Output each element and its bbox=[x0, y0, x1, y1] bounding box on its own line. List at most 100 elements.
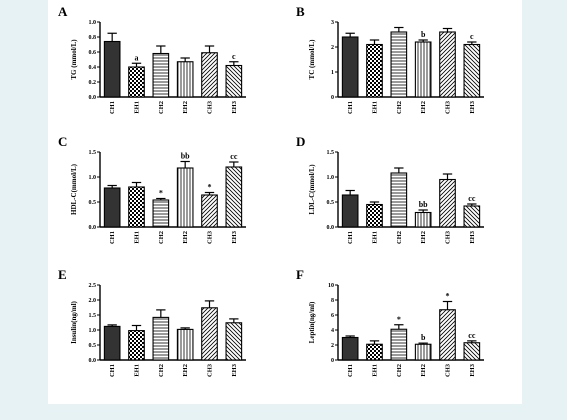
panel-c: C HDL-C(mmol/L) 0.0 0.5 1.0 1.5 CH1 EH1 * CH2 bb EH… bbox=[58, 134, 246, 244]
panel-letter: D bbox=[296, 134, 305, 149]
bar-ch3 bbox=[439, 178, 456, 228]
panel-d: D LDL-C(mmol/L) 0.0 0.5 1.0 1.5 CH1 EH1 CH2 bb EH2… bbox=[296, 134, 484, 244]
category-label: EH3 bbox=[469, 230, 476, 243]
category-label: CH3 bbox=[207, 363, 214, 377]
y-tick-label: 1.5 bbox=[89, 313, 97, 319]
category-label: CH2 bbox=[158, 101, 165, 114]
panel-letter: F bbox=[296, 267, 304, 282]
category-label: CH1 bbox=[109, 364, 116, 377]
bar-ch1 bbox=[103, 40, 121, 98]
bar-ch1 bbox=[103, 187, 121, 228]
bar-ch1 bbox=[103, 325, 121, 361]
category-label: EH3 bbox=[231, 363, 238, 376]
panel-e: E Insulin(ng/ml) 0.0 0.5 1.0 1.5 2.0 2.5 CH1 EH1 C… bbox=[58, 267, 246, 377]
y-tick-label: 10 bbox=[328, 283, 334, 289]
y-axis-label: Leptin(ng/ml) bbox=[308, 301, 316, 343]
category-label: CH1 bbox=[347, 101, 354, 114]
bar-eh1 bbox=[128, 330, 145, 361]
y-tick-label: 3 bbox=[331, 20, 334, 26]
y-tick-label: 2 bbox=[331, 45, 334, 51]
panel-b: B TC (mmol/L) 0 1 2 3 CH1 EH1 CH2 b EH2 CH3 c EH3 bbox=[296, 4, 484, 114]
category-label: CH1 bbox=[347, 364, 354, 377]
y-tick-label: 1 bbox=[331, 70, 334, 76]
category-label: CH3 bbox=[207, 100, 214, 114]
y-axis-label: HDL-C(mmol/L) bbox=[70, 163, 78, 215]
significance-label: * bbox=[397, 315, 401, 324]
bar-ch1 bbox=[341, 36, 359, 98]
y-tick-label: 1.0 bbox=[89, 328, 97, 334]
y-tick-label: 0 bbox=[331, 95, 334, 101]
bar-eh2 bbox=[176, 167, 194, 228]
category-label: EH2 bbox=[182, 101, 189, 114]
bar-ch3 bbox=[201, 194, 218, 228]
significance-label: c bbox=[232, 52, 236, 61]
bar-eh1 bbox=[366, 343, 383, 361]
significance-label: b bbox=[421, 333, 426, 342]
category-label: CH3 bbox=[445, 100, 452, 114]
category-label: EH3 bbox=[231, 100, 238, 113]
category-label: EH1 bbox=[134, 231, 141, 244]
bar-ch3 bbox=[439, 309, 456, 361]
bar-ch2 bbox=[152, 52, 170, 98]
y-axis-label: TC (mmol/L) bbox=[308, 39, 316, 80]
bar-eh1 bbox=[128, 66, 145, 98]
bar-ch2 bbox=[390, 172, 408, 228]
significance-label: b bbox=[421, 30, 426, 39]
bar-ch3 bbox=[439, 31, 456, 98]
bar-eh1 bbox=[366, 43, 383, 98]
bar-eh3 bbox=[225, 64, 243, 98]
category-label: CH2 bbox=[396, 101, 403, 114]
significance-label: c bbox=[470, 32, 474, 41]
y-tick-label: 2 bbox=[331, 343, 334, 349]
category-label: CH2 bbox=[158, 364, 165, 377]
category-label: EH1 bbox=[372, 101, 379, 114]
bar-eh3 bbox=[463, 43, 481, 98]
y-axis-label: TG (mmol/L) bbox=[70, 39, 78, 80]
bar-eh2 bbox=[176, 61, 194, 98]
bar-ch3 bbox=[201, 307, 218, 361]
y-tick-label: 2.0 bbox=[89, 298, 97, 304]
category-label: CH3 bbox=[207, 230, 214, 244]
bar-eh2 bbox=[414, 343, 432, 361]
bar-eh2 bbox=[414, 211, 432, 228]
category-label: EH2 bbox=[182, 364, 189, 377]
bar-ch2 bbox=[390, 328, 408, 361]
bar-eh3 bbox=[463, 205, 481, 228]
y-tick-label: 1.0 bbox=[327, 175, 335, 181]
category-label: EH3 bbox=[469, 100, 476, 113]
y-tick-label: 0.2 bbox=[89, 80, 97, 86]
y-tick-label: 0.4 bbox=[89, 65, 97, 71]
category-label: EH2 bbox=[420, 364, 427, 377]
category-label: EH1 bbox=[134, 364, 141, 377]
panel-letter: C bbox=[58, 134, 67, 149]
bar-eh3 bbox=[225, 322, 243, 361]
y-tick-label: 6 bbox=[331, 313, 334, 319]
category-label: CH2 bbox=[396, 231, 403, 244]
category-label: EH2 bbox=[420, 101, 427, 114]
category-label: EH3 bbox=[469, 363, 476, 376]
y-tick-label: 0.8 bbox=[89, 35, 97, 41]
bar-ch1 bbox=[341, 336, 359, 361]
category-label: EH1 bbox=[372, 364, 379, 377]
y-tick-label: 0.5 bbox=[89, 343, 97, 349]
category-label: EH1 bbox=[134, 101, 141, 114]
panel-f: F Leptin(ng/ml) 0 2 4 6 8 10 CH1 EH1 * CH2 b EH2 * CH3 c… bbox=[296, 267, 484, 377]
significance-label: cc bbox=[468, 331, 476, 340]
bar-eh1 bbox=[128, 186, 145, 228]
y-tick-label: 1.5 bbox=[89, 150, 97, 156]
panel-a: A TG (mmol/L) 0.0 0.2 0.4 0.6 0.8 1.0 CH1 a EH1 CH2… bbox=[58, 4, 246, 114]
bar-ch2 bbox=[152, 199, 170, 228]
y-tick-label: 0.6 bbox=[89, 50, 97, 56]
significance-label: bb bbox=[181, 152, 190, 161]
y-tick-label: 0.0 bbox=[89, 358, 97, 364]
y-axis-label: Insulin(ng/ml) bbox=[70, 300, 78, 343]
bar-eh1 bbox=[366, 203, 383, 228]
y-tick-label: 1.0 bbox=[89, 175, 97, 181]
significance-label: * bbox=[446, 292, 450, 301]
y-tick-label: 0.0 bbox=[89, 95, 97, 101]
category-label: CH3 bbox=[445, 230, 452, 244]
y-tick-label: 0.0 bbox=[327, 225, 335, 231]
panel-letter: B bbox=[296, 4, 305, 19]
panel-letter: A bbox=[58, 4, 68, 19]
category-label: CH1 bbox=[347, 231, 354, 244]
